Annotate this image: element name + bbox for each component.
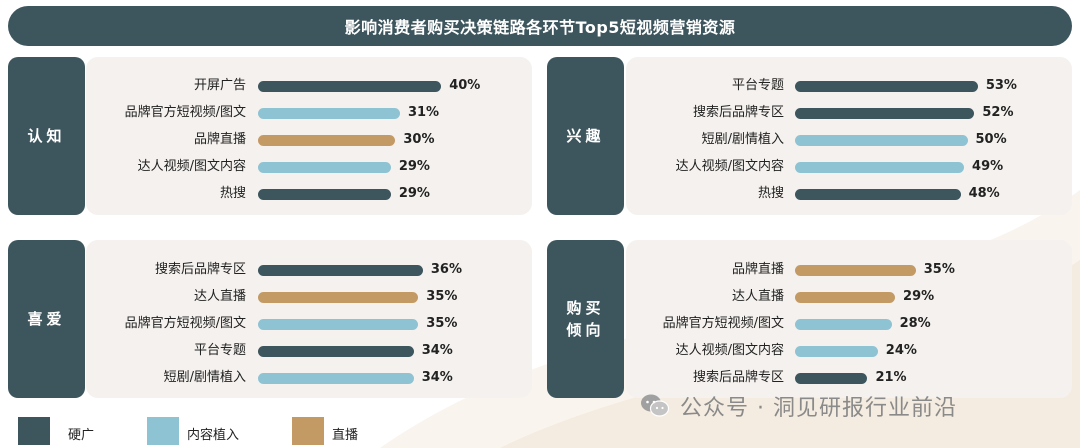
stage-tab-2: 喜爱 xyxy=(8,240,85,398)
watermark: 公众号 · 洞见研报行业前沿 xyxy=(640,388,957,424)
bar xyxy=(795,189,961,200)
category-label: 品牌官方短视频/图文 xyxy=(124,105,246,120)
legend-label-hard-ad: 硬广 xyxy=(68,428,95,443)
category-label: 达人视频/图文内容 xyxy=(675,343,784,358)
legend-swatch-live xyxy=(292,417,324,445)
bar-value-label: 29% xyxy=(398,159,430,174)
bar xyxy=(258,319,419,330)
category-label: 达人直播 xyxy=(731,289,784,304)
bar xyxy=(795,162,965,173)
category-label: 搜索后品牌专区 xyxy=(692,370,784,385)
bar-value-label: 35% xyxy=(923,262,955,277)
bar xyxy=(795,108,975,119)
bar xyxy=(795,319,892,330)
category-label: 平台专题 xyxy=(193,343,246,358)
bar xyxy=(258,189,391,200)
category-label: 热搜 xyxy=(219,186,246,201)
stage-line-1: 倾向 xyxy=(566,321,605,339)
bar-value-label: 35% xyxy=(426,316,458,331)
bar xyxy=(258,162,391,173)
bar-value-label: 29% xyxy=(903,289,935,304)
legend-swatch-hard-ad xyxy=(18,417,50,445)
bar xyxy=(258,346,414,357)
category-label: 品牌直播 xyxy=(731,262,784,277)
watermark-text: 公众号 · 洞见研报行业前沿 xyxy=(680,396,957,421)
bar-value-label: 49% xyxy=(972,159,1004,174)
chart-title: 影响消费者购买决策链路各环节Top5短视频营销资源 xyxy=(8,6,1072,46)
bar xyxy=(258,135,396,146)
bar xyxy=(795,265,916,276)
bar xyxy=(795,135,968,146)
stage-name: 兴趣 xyxy=(566,127,605,145)
stage-name: 喜爱 xyxy=(27,310,66,328)
bar xyxy=(258,81,442,92)
bar-value-label: 36% xyxy=(430,262,462,277)
bar xyxy=(258,373,414,384)
bar-value-label: 34% xyxy=(421,370,453,385)
wechat-icon xyxy=(641,394,670,417)
category-label: 品牌直播 xyxy=(193,132,246,147)
bar xyxy=(795,346,878,357)
bar-value-label: 21% xyxy=(875,370,907,385)
legend-label-live: 直播 xyxy=(332,428,359,443)
bar-value-label: 30% xyxy=(403,132,435,147)
bar-value-label: 29% xyxy=(398,186,430,201)
stage-tab-0: 认知 xyxy=(8,57,85,215)
bar-value-label: 53% xyxy=(985,78,1017,93)
bar-value-label: 48% xyxy=(968,186,1000,201)
bar-value-label: 35% xyxy=(426,289,458,304)
stage-name: 认知 xyxy=(27,127,66,145)
category-label: 搜索后品牌专区 xyxy=(692,105,784,120)
category-label: 达人视频/图文内容 xyxy=(137,159,246,174)
bar-value-label: 40% xyxy=(449,78,481,93)
stage-line-0: 购买 xyxy=(566,299,605,317)
category-label: 达人视频/图文内容 xyxy=(675,159,784,174)
bar-value-label: 31% xyxy=(407,105,440,120)
category-label: 品牌官方短视频/图文 xyxy=(662,316,784,331)
stage-tab-1: 兴趣 xyxy=(547,57,624,215)
category-label: 达人直播 xyxy=(193,289,246,304)
bar xyxy=(795,292,896,303)
bar xyxy=(258,265,423,276)
bar xyxy=(795,81,978,92)
category-label: 品牌官方短视频/图文 xyxy=(124,316,246,331)
bar-value-label: 52% xyxy=(982,105,1014,120)
category-label: 开屏广告 xyxy=(193,78,246,93)
category-label: 热搜 xyxy=(757,186,784,201)
legend-label-content: 内容植入 xyxy=(187,428,240,443)
bar xyxy=(795,373,868,384)
bar-value-label: 28% xyxy=(899,316,931,331)
bar xyxy=(258,292,419,303)
bar-value-label: 24% xyxy=(885,343,917,358)
category-label: 短剧/剧情植入 xyxy=(701,132,784,147)
category-label: 搜索后品牌专区 xyxy=(154,262,246,277)
bar-value-label: 34% xyxy=(421,343,453,358)
legend-swatch-content xyxy=(147,417,179,445)
stage-tab-3: 购买 倾向 xyxy=(547,240,624,398)
bar xyxy=(258,108,400,119)
category-label: 平台专题 xyxy=(731,78,784,93)
bar-value-label: 50% xyxy=(975,132,1007,147)
category-label: 短剧/剧情植入 xyxy=(163,370,246,385)
